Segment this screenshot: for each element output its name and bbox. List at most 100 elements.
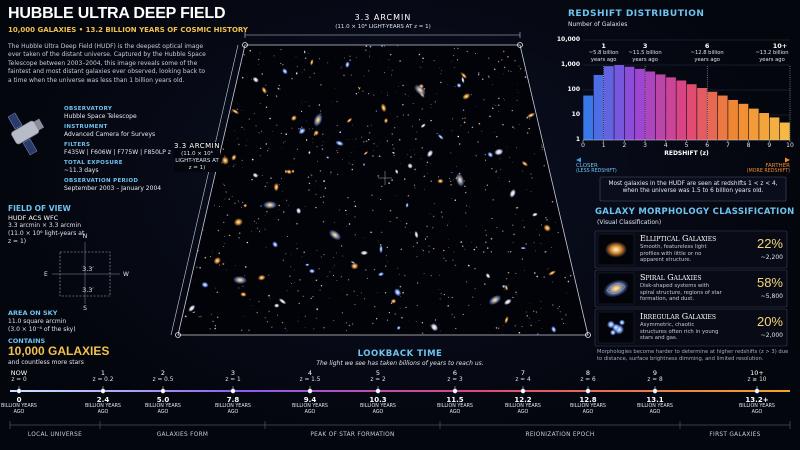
star [414,187,416,189]
star [541,146,543,148]
star [349,55,351,58]
star [290,266,292,268]
star [416,256,418,258]
star [432,247,435,250]
star [429,213,431,214]
star [312,128,314,130]
star [517,84,519,86]
star [400,163,401,164]
epoch-label: PEAK OF STAR FORMATION [310,432,395,438]
star [337,173,339,175]
galaxy [503,298,512,306]
height-label: 3.3 ARCMIN [174,142,220,151]
morphology-name: Elliptical Galaxies [640,234,717,243]
star [336,101,338,103]
star [342,289,343,290]
note-box [599,176,787,202]
star [320,110,322,112]
x-tick-label: 2 [622,142,627,149]
star [386,92,388,93]
star [353,201,355,202]
galaxy [350,261,356,264]
star [426,236,428,238]
star [223,246,225,248]
star [545,217,547,219]
star [212,320,214,323]
star [341,312,344,314]
star [304,326,306,328]
star [350,151,352,153]
star [236,108,238,111]
area-heading: AREA ON SKY [8,309,58,317]
star [522,219,524,221]
star [371,194,373,196]
star [373,150,374,151]
star [211,251,213,253]
width-label: 3.3 ARCMIN [354,13,412,22]
star [452,118,454,120]
star [312,137,314,139]
star [493,103,495,105]
fov-heading: FIELD OF VIEW [8,204,71,213]
star [498,327,500,329]
star [249,298,251,300]
star [414,168,416,171]
galaxy [360,250,368,256]
galaxy [380,103,387,113]
morphology-card [594,308,788,347]
x-tick-label: 3 [643,142,648,149]
star [349,155,351,157]
star [320,84,322,86]
star [338,148,340,149]
star [498,97,500,100]
star [224,236,226,237]
star [318,268,320,270]
direction-near-note: (LESS REDSHIFT) [576,169,617,174]
star [334,87,336,89]
star [299,279,301,281]
star [268,294,270,297]
star [440,330,441,332]
star [223,221,225,223]
galaxy [460,72,467,79]
star [259,147,262,150]
star [348,139,349,140]
star [363,141,365,143]
histogram-bar [604,66,614,140]
star [547,238,549,239]
star [329,298,330,299]
histogram-bar [686,84,697,140]
star [528,118,531,120]
star [464,248,466,250]
star [280,62,282,65]
galaxy [313,130,319,136]
star [251,158,254,161]
star [540,224,543,226]
star [257,63,259,65]
star [402,114,405,116]
galaxy [268,117,272,120]
corner-marker [242,42,248,48]
star [497,60,500,63]
star [521,258,523,260]
star [248,118,250,120]
star [442,129,443,131]
galaxy [383,118,389,124]
star [321,145,323,147]
star [398,273,400,275]
star [308,182,311,185]
y-tick-label: 1 [575,136,580,143]
timeline-title: LOOKBACK TIME [357,349,443,359]
star [451,60,452,62]
galaxy [551,325,557,333]
star [405,306,407,308]
star [271,326,273,328]
detail-label: INSTRUMENT [64,124,108,130]
star [355,93,358,95]
star [300,110,303,112]
star [238,232,241,234]
star [535,250,537,252]
timeline-z: z = 1.5 [299,377,321,383]
star [315,180,317,182]
star [366,277,369,279]
